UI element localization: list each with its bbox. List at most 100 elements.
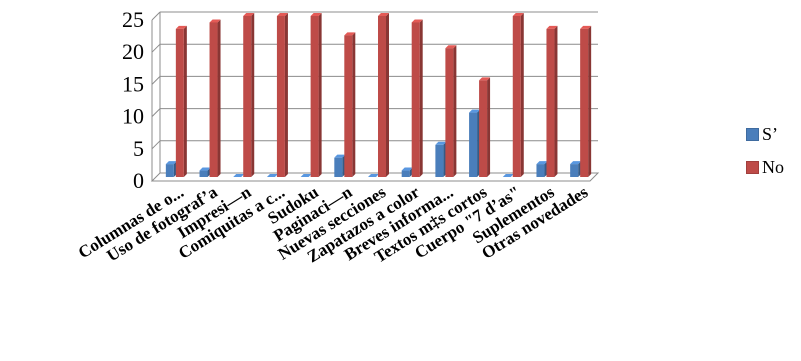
bar-top bbox=[401, 167, 413, 171]
bar-top bbox=[334, 154, 346, 158]
gridline-depth bbox=[151, 140, 161, 150]
bar-no bbox=[344, 32, 356, 177]
bar-top bbox=[411, 19, 423, 23]
bar-no bbox=[175, 25, 187, 177]
bar-top bbox=[445, 45, 457, 49]
bar-si bbox=[469, 109, 481, 177]
bar-front bbox=[401, 170, 410, 177]
bar-top bbox=[435, 141, 447, 145]
bar-top bbox=[209, 19, 221, 23]
bar-side bbox=[520, 13, 524, 177]
bar-top bbox=[512, 13, 524, 16]
bar-side bbox=[318, 13, 322, 177]
bar-front bbox=[570, 164, 579, 177]
bar-top bbox=[502, 174, 514, 177]
gridline-depth bbox=[151, 108, 161, 117]
y-axis-ticks: 0 5 10 15 20 25 bbox=[122, 7, 144, 193]
bar-top bbox=[479, 77, 491, 81]
bar-si bbox=[199, 167, 211, 177]
y-tick-label: 5 bbox=[133, 136, 144, 161]
bar-si bbox=[300, 174, 312, 177]
bar-si bbox=[368, 174, 379, 177]
bar-si bbox=[266, 174, 278, 177]
bar-side bbox=[588, 25, 592, 177]
bar-front bbox=[469, 112, 478, 177]
bar-no bbox=[276, 13, 288, 177]
bar-side bbox=[487, 77, 491, 177]
bar-front bbox=[199, 170, 208, 177]
bar-no bbox=[378, 13, 389, 177]
bar-si bbox=[570, 161, 582, 177]
bar-si bbox=[233, 174, 245, 177]
bar-side bbox=[183, 25, 187, 177]
bar-top bbox=[378, 13, 389, 16]
legend-swatch-no bbox=[746, 160, 759, 174]
bar-top bbox=[266, 174, 278, 177]
legend-label-no: No bbox=[762, 156, 784, 177]
bar-si bbox=[435, 141, 447, 177]
bar-top bbox=[243, 13, 255, 16]
bar-no bbox=[512, 13, 524, 177]
bar-front bbox=[334, 157, 343, 177]
bar-front bbox=[378, 16, 386, 177]
bar-front bbox=[243, 16, 252, 177]
bar-no bbox=[310, 13, 322, 177]
bar-si bbox=[401, 167, 413, 177]
bar-side bbox=[352, 32, 356, 177]
bar-top bbox=[368, 174, 379, 177]
bar-no bbox=[243, 13, 255, 177]
bar-front bbox=[580, 28, 589, 177]
bar-top bbox=[546, 25, 558, 29]
legend-item-no: No bbox=[746, 157, 784, 177]
bar-front bbox=[536, 164, 545, 177]
bar-side bbox=[251, 13, 255, 177]
bar-top bbox=[310, 13, 322, 16]
bar-side bbox=[419, 19, 423, 177]
bar-front bbox=[344, 35, 353, 177]
bar-si bbox=[536, 161, 548, 177]
bar-top bbox=[344, 32, 356, 36]
legend-swatch-si bbox=[746, 127, 759, 141]
bar-top bbox=[276, 13, 288, 16]
bar-front bbox=[165, 164, 174, 177]
bar-si bbox=[165, 161, 177, 177]
bar-front bbox=[512, 16, 521, 177]
y-tick-label: 15 bbox=[122, 71, 144, 96]
legend: S’ No bbox=[746, 124, 784, 190]
gridline-depth bbox=[151, 76, 161, 85]
gridline-depth bbox=[151, 43, 161, 53]
bar-top bbox=[570, 161, 582, 165]
bar-side bbox=[217, 19, 221, 177]
gridline-depth bbox=[151, 11, 161, 21]
bar-front bbox=[445, 48, 454, 178]
bar-top bbox=[175, 25, 187, 29]
y-tick-label: 20 bbox=[122, 39, 144, 64]
bar-front bbox=[479, 80, 488, 177]
bar-side bbox=[284, 13, 288, 177]
legend-item-si: S’ bbox=[746, 124, 784, 144]
bar-front bbox=[411, 22, 420, 177]
bar-top bbox=[233, 174, 245, 177]
bars-layer bbox=[165, 13, 592, 178]
bar-si bbox=[502, 174, 514, 177]
bar-no bbox=[580, 25, 592, 177]
bar-side bbox=[554, 25, 558, 177]
bar-no bbox=[411, 19, 423, 177]
bar-top bbox=[580, 25, 592, 29]
bar-top bbox=[300, 174, 312, 177]
bar-front bbox=[209, 22, 218, 177]
bar-top bbox=[199, 167, 211, 171]
y-tick-label: 25 bbox=[122, 7, 144, 32]
bar-front bbox=[435, 144, 444, 177]
bar-top bbox=[165, 161, 177, 165]
bar-side bbox=[453, 45, 457, 178]
bar-front bbox=[546, 28, 555, 177]
bar-top bbox=[469, 109, 481, 113]
bar-front bbox=[310, 16, 319, 177]
y-tick-label: 0 bbox=[133, 168, 144, 193]
bar-no bbox=[445, 45, 457, 178]
bar-front bbox=[276, 16, 285, 177]
bar-no bbox=[546, 25, 558, 177]
bar-no bbox=[479, 77, 491, 177]
